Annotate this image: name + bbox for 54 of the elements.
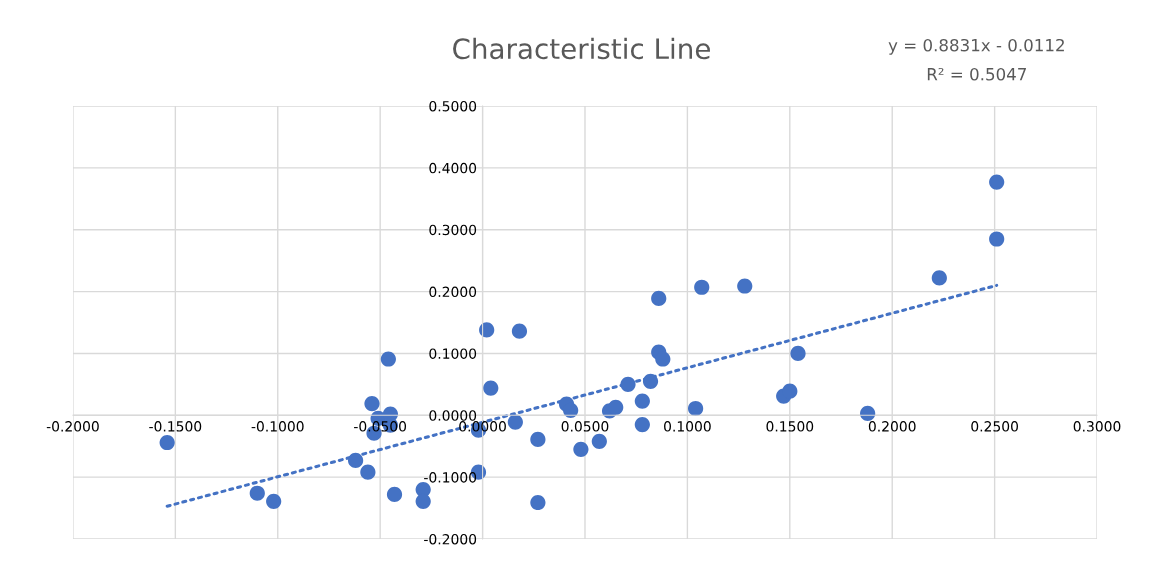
point	[249, 485, 265, 501]
point	[530, 431, 546, 448]
point	[782, 383, 798, 399]
y-tick-label: 0.1000	[429, 348, 477, 359]
point	[694, 279, 710, 295]
point	[483, 380, 499, 396]
chart-title: Characteristic Line	[453, 37, 710, 60]
point	[591, 433, 607, 449]
y-tick-label: 0.4000	[429, 162, 477, 174]
point	[563, 402, 579, 418]
point	[380, 351, 396, 367]
point	[360, 464, 376, 480]
x-tick-label: -0.1000	[251, 421, 304, 432]
point	[989, 174, 1005, 190]
y-tick-label: 0.2000	[429, 286, 477, 298]
point	[530, 494, 546, 511]
point	[364, 395, 380, 412]
point	[642, 373, 659, 389]
x-tick-label: -0.1500	[149, 421, 202, 432]
y-tick-label: -0.1000	[424, 472, 477, 483]
point	[651, 290, 667, 306]
point	[655, 351, 671, 367]
point	[737, 278, 753, 294]
point	[634, 416, 650, 433]
point	[687, 400, 704, 417]
point	[347, 452, 364, 469]
x-tick-label: 0.1000	[664, 421, 711, 432]
text: R² = 0.5047	[927, 67, 1026, 81]
y-tick-label: 0.5000	[429, 100, 477, 112]
point	[479, 322, 495, 338]
point	[507, 414, 523, 430]
point	[386, 486, 403, 503]
x-tick-label: 0.2000	[868, 421, 916, 432]
y-tick-label: 0.0000	[429, 410, 477, 421]
point	[415, 493, 431, 509]
point	[608, 399, 624, 415]
point	[511, 323, 528, 339]
point	[266, 493, 282, 509]
point	[573, 441, 589, 457]
x-tick-label: -0.2000	[46, 421, 99, 432]
point	[634, 393, 650, 409]
x-tick-label: 0.0500	[561, 421, 609, 432]
x-tick-label: 0.3000	[1073, 421, 1121, 432]
text: y = 0.8831x - 0.0112	[888, 38, 1064, 55]
y-tick-label: -0.2000	[424, 533, 477, 545]
x-tick-label: 0.1500	[766, 421, 814, 432]
point	[860, 405, 876, 422]
point	[989, 231, 1005, 247]
point	[790, 345, 806, 362]
point	[159, 434, 175, 451]
point	[931, 270, 947, 286]
point	[620, 376, 636, 392]
x-tick-label: 0.2500	[971, 421, 1019, 432]
y-tick-label: 0.3000	[429, 224, 477, 236]
